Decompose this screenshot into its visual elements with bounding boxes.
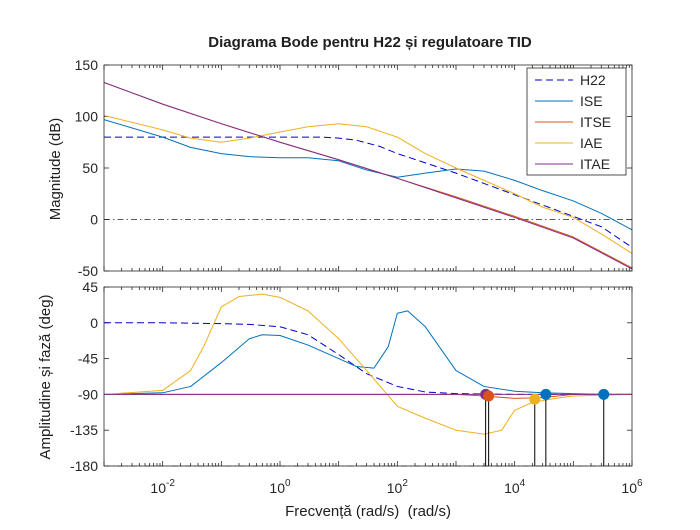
mag-y-tick-label: 150 bbox=[75, 57, 99, 73]
phase-y-axis-label: Amplitudine și fază (deg) bbox=[37, 294, 54, 459]
legend-label-iae: IAE bbox=[580, 135, 603, 151]
mag-y-tick-label: 0 bbox=[90, 212, 98, 228]
mag-series-iae-line bbox=[104, 114, 632, 254]
magnitude-y-axis-label: Magnitude (dB) bbox=[47, 118, 64, 221]
phase-marker-itse bbox=[483, 390, 495, 402]
phase-y-tick-label: -90 bbox=[78, 386, 98, 402]
phase-marker-iae bbox=[529, 393, 541, 405]
phase-y-tick-label: -180 bbox=[70, 458, 98, 474]
legend-label-ise: ISE bbox=[580, 93, 603, 109]
phase-y-tick-label: 45 bbox=[82, 279, 98, 295]
x-tick-label: 10-2 bbox=[150, 478, 175, 496]
legend-label-itse: ITSE bbox=[580, 114, 611, 130]
mag-series-group bbox=[104, 82, 632, 270]
x-tick-label: 100 bbox=[269, 478, 291, 496]
phase-series-iae-line bbox=[104, 293, 632, 435]
x-tick-label: 104 bbox=[504, 478, 526, 496]
chart-title: Diagrama Bode pentru H22 și regulatoare … bbox=[208, 34, 532, 51]
mag-y-tick-label: -50 bbox=[78, 263, 98, 279]
phase-frame bbox=[103, 286, 633, 467]
mag-y-tick-label: 100 bbox=[75, 109, 99, 125]
x-tick-label: 106 bbox=[621, 478, 643, 496]
phase-marker-ise bbox=[540, 388, 552, 400]
phase-plot-area bbox=[104, 287, 632, 466]
legend-label-h22: H22 bbox=[580, 72, 606, 88]
mag-frame bbox=[103, 64, 633, 272]
mag-y-tick-label: 50 bbox=[82, 160, 98, 176]
mag-series-h22-line bbox=[104, 136, 632, 248]
phase-series-h22-line bbox=[104, 322, 632, 395]
phase-y-tick-label: -45 bbox=[78, 351, 98, 367]
legend-label-itae: ITAE bbox=[580, 156, 610, 172]
phase-y-tick-label: -135 bbox=[70, 422, 98, 438]
phase-marker-ise bbox=[598, 388, 610, 400]
phase-y-tick-label: 0 bbox=[90, 315, 98, 331]
x-tick-label: 102 bbox=[387, 478, 409, 496]
phase-series-ise-line bbox=[104, 310, 632, 395]
mag-series-itae-line bbox=[104, 82, 632, 270]
x-axis-label: Frecvență (rad/s) (rad/s) bbox=[285, 503, 451, 520]
